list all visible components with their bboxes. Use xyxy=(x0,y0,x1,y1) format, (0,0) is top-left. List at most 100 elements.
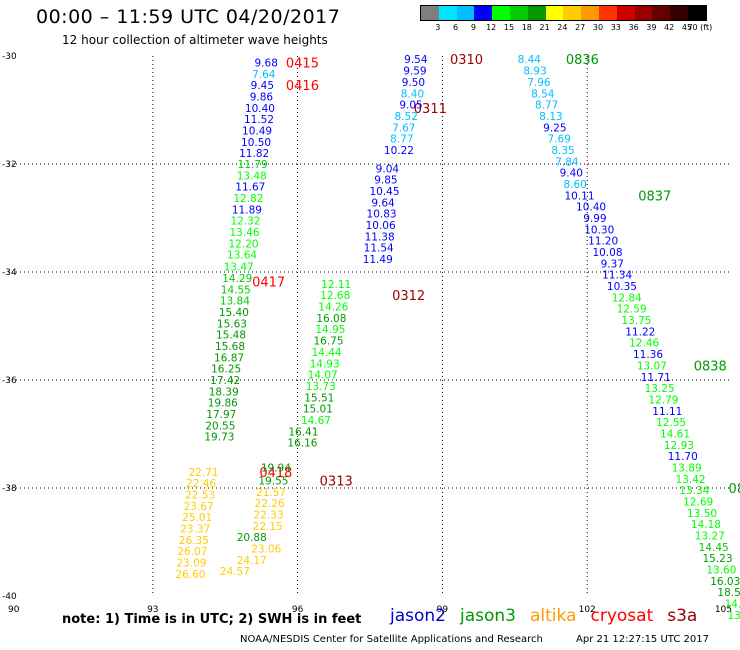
wave-height-value: 15.48 xyxy=(216,330,246,342)
wave-height-value: 7.84 xyxy=(555,156,579,168)
wave-height-value: 11.38 xyxy=(365,231,395,243)
wave-height-value: 12.46 xyxy=(629,338,659,350)
legend-label: 33 xyxy=(610,23,621,32)
legend-label: 70 (ft) xyxy=(687,23,713,32)
wave-height-value: 15.40 xyxy=(219,307,249,319)
x-tick-label: 93 xyxy=(147,605,158,615)
wave-height-value: 10.83 xyxy=(367,209,397,221)
satellite-jason3: jason3 xyxy=(460,606,516,626)
pass-time-label: 0836 xyxy=(566,53,599,68)
track-0311: 9.049.8510.459.6410.8310.0611.3811.5411.… xyxy=(363,102,447,266)
pass-time-label: 0311 xyxy=(414,102,447,117)
wave-height-value: 10.11 xyxy=(564,190,594,202)
wave-height-value: 13. xyxy=(728,610,740,622)
wave-height-value: 8.93 xyxy=(523,66,546,78)
wave-height-value: 14.55 xyxy=(221,284,251,296)
y-tick-label: -32 xyxy=(2,160,17,170)
legend-swatch xyxy=(687,6,706,20)
pass-time-label: 0837 xyxy=(638,189,671,204)
wave-height-value: 14. xyxy=(725,599,740,611)
wave-height-value: 25.01 xyxy=(182,512,212,524)
pass-time-label: 08 xyxy=(729,482,740,497)
wave-height-value: 23.06 xyxy=(251,543,281,555)
wave-height-value: 12.59 xyxy=(617,304,647,316)
wave-height-value: 22.71 xyxy=(188,467,218,479)
wave-height-value: 17.42 xyxy=(210,375,240,387)
wave-height-value: 9.25 xyxy=(543,122,566,134)
wave-height-value: 14.45 xyxy=(699,542,729,554)
wave-height-value: 7.67 xyxy=(392,122,415,134)
wave-height-value: 12.68 xyxy=(320,290,350,302)
x-tick-label: 99 xyxy=(437,605,449,615)
wave-height-value: 16.16 xyxy=(287,438,317,450)
wave-height-value: 11.82 xyxy=(239,148,269,160)
wave-height-value: 20.88 xyxy=(237,532,267,544)
legend-label: 3 xyxy=(435,23,441,32)
wave-height-value: 8.13 xyxy=(539,111,562,123)
legend-swatch xyxy=(509,6,528,20)
wave-height-value: 10.08 xyxy=(592,247,622,259)
wave-height-value: 10.35 xyxy=(607,281,637,293)
wave-height-value: 9.37 xyxy=(601,258,624,270)
wave-height-value: 13.48 xyxy=(237,170,267,182)
track-08: 08 xyxy=(729,482,740,497)
wave-height-value: 8.35 xyxy=(551,145,574,157)
wave-height-value: 8.44 xyxy=(518,54,542,66)
legend-swatch xyxy=(456,6,475,20)
wave-height-value: 19.94 xyxy=(261,462,291,474)
x-tick-label: 90 xyxy=(8,605,20,615)
x-tick-label: 102 xyxy=(579,605,596,615)
legend-swatch xyxy=(598,6,617,20)
wave-height-value: 15.63 xyxy=(217,318,247,330)
wave-height-value: 13.84 xyxy=(220,296,250,308)
wave-height-value: 13.46 xyxy=(229,227,259,239)
wave-height-value: 19.73 xyxy=(204,432,234,444)
wave-height-value: 11.34 xyxy=(602,270,632,282)
track-0415: 9.687.649.459.8610.4011.5210.4910.5011.8… xyxy=(227,56,319,261)
legend-label: 6 xyxy=(453,23,459,32)
legend-label: 36 xyxy=(628,23,639,32)
wave-height-value: 7.69 xyxy=(548,134,571,146)
wave-height-value: 9.54 xyxy=(404,54,428,66)
track-0313: 19.9419.5521.5722.2622.3322.1520.8823.06… xyxy=(220,462,353,578)
wave-height-value: 23.67 xyxy=(184,501,214,513)
wave-height-value: 12.11 xyxy=(321,279,351,291)
track-0417: 13.4714.2914.5513.8415.4015.6315.4815.68… xyxy=(204,262,285,444)
wave-height-value: 9.68 xyxy=(255,57,278,69)
legend-swatch xyxy=(616,6,635,20)
wave-height-value: 16.87 xyxy=(214,352,244,364)
legend-label: 39 xyxy=(646,23,657,32)
wave-height-value: 8.52 xyxy=(395,111,418,123)
wave-height-value: 26.35 xyxy=(179,535,209,547)
wave-height-value: 9.99 xyxy=(583,213,606,225)
wave-height-value: 8.54 xyxy=(531,88,555,100)
satellite-tracks: 9.687.649.459.8610.4011.5210.4910.5011.8… xyxy=(175,53,740,622)
wave-height-value: 7.96 xyxy=(527,77,551,89)
wave-height-value: 14.67 xyxy=(301,415,331,427)
wave-height-value: 14.18 xyxy=(691,519,721,531)
wave-height-value: 11.71 xyxy=(641,372,671,384)
pass-time-label: 0416 xyxy=(286,79,319,94)
axis-tick-labels: 90 93 96 99 102 105 -30 -32 -34 -36 -38 -40 xyxy=(2,52,732,615)
wave-height-value: 16.25 xyxy=(211,364,241,376)
wave-height-legend-labels: 3 6 9 12 15 18 21 24 27 30 33 36 39 42 45 70 (ft) xyxy=(420,23,740,35)
wave-height-value: 14.29 xyxy=(222,273,252,285)
wave-height-value: 12.55 xyxy=(656,417,686,429)
satellite-legend: jason2 jason3 altika cryosat s3a xyxy=(390,606,711,626)
legend-swatch xyxy=(421,6,439,20)
wave-height-value: 8.60 xyxy=(563,179,586,191)
legend-swatch xyxy=(563,6,582,20)
pass-time-label: 0312 xyxy=(392,289,425,304)
legend-swatch xyxy=(581,6,599,20)
wave-height-value: 21.57 xyxy=(256,487,286,499)
units-note: note: 1) Time is in UTC; 2) SWH is in fe… xyxy=(62,612,362,627)
legend-swatch xyxy=(474,6,493,20)
wave-height-value: 11.11 xyxy=(652,406,682,418)
legend-swatch xyxy=(527,6,546,20)
wave-height-value: 8.77 xyxy=(390,134,413,146)
wave-height-value: 13.75 xyxy=(621,315,651,327)
pass-time-label: 0417 xyxy=(252,276,285,291)
y-tick-label: -36 xyxy=(2,376,17,386)
